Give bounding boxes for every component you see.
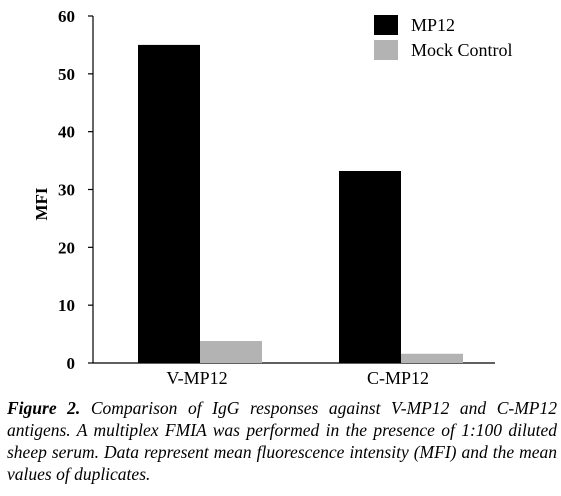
bar-v-mp12-mp12 xyxy=(138,44,200,364)
figure-caption: Figure 2. Comparison of IgG responses ag… xyxy=(7,397,557,485)
x-category-label: V-MP12 xyxy=(166,368,227,388)
legend-swatch xyxy=(374,40,398,60)
y-tick-label: 10 xyxy=(58,296,75,315)
chart-axes: 0 10 20 30 40 50 60 V-MP12 C-MP12 xyxy=(58,7,495,388)
figure-label: Figure 2. xyxy=(7,398,81,418)
legend-swatch xyxy=(374,15,398,35)
bar-c-mp12-mock-control xyxy=(401,353,463,363)
x-category-label: C-MP12 xyxy=(367,368,429,388)
bar-chart: 0 10 20 30 40 50 60 V-MP12 C-MP12 MP12 Mock Contr… xyxy=(32,7,513,388)
chart-legend: MP12 Mock Control xyxy=(374,15,513,60)
y-tick-label: 60 xyxy=(58,7,75,26)
y-tick-label: 20 xyxy=(58,238,75,257)
y-tick-label: 40 xyxy=(58,123,75,142)
figure-caption-text: Comparison of IgG responses against V-MP… xyxy=(7,398,557,484)
y-tick-label: 50 xyxy=(58,65,75,84)
bar-c-mp12-mp12 xyxy=(339,170,401,363)
y-tick-label: 0 xyxy=(67,354,76,373)
chart-bars xyxy=(138,44,463,364)
bar-v-mp12-mock-control xyxy=(200,341,262,363)
legend-label: Mock Control xyxy=(411,40,513,60)
y-tick-label: 30 xyxy=(58,181,75,200)
y-axis-title: MFI xyxy=(32,187,51,220)
legend-label: MP12 xyxy=(411,15,455,35)
